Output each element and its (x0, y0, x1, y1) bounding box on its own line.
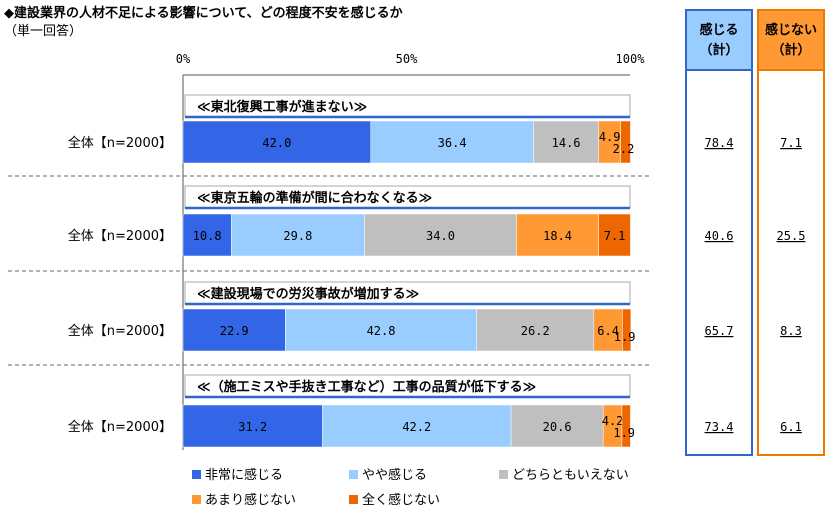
summary-value: 65.7 (705, 324, 734, 338)
legend-label: どちらともいえない (512, 468, 629, 483)
x-tick-label: 100% (616, 52, 646, 66)
data-label: 4.2 (602, 414, 624, 428)
data-label: 34.0 (426, 229, 455, 243)
legend-swatch (192, 470, 201, 479)
summary-column-box (757, 69, 825, 456)
summary-heading: 感じない (765, 22, 817, 38)
legend-swatch (349, 470, 358, 479)
bar-segment (622, 308, 632, 352)
data-label: 31.2 (238, 420, 267, 434)
category-label: ≪東京五輪の準備が間に合わなくなる≫ (197, 190, 432, 206)
summary-value: 7.1 (780, 136, 802, 150)
summary-value: 8.3 (780, 324, 802, 338)
data-label: 42.8 (367, 324, 396, 338)
data-label: 1.9 (614, 330, 636, 344)
category-label: ≪建設現場での労災事故が増加する≫ (197, 286, 419, 302)
data-label: 26.2 (521, 324, 550, 338)
chart-title: ◆建設業界の人材不足による影響について、どの程度不安を感じるか (4, 6, 403, 21)
row-label: 全体【n=2000】 (68, 135, 172, 151)
bar-segment (182, 120, 371, 164)
bar-segment (231, 213, 365, 257)
data-label: 1.9 (613, 426, 635, 440)
data-label: 22.9 (220, 324, 249, 338)
summary-header-box (685, 9, 753, 71)
category-label: ≪（施工ミスや手抜き工事など）工事の品質が低下する≫ (197, 379, 536, 395)
bar-segment (182, 213, 232, 257)
data-label: 36.4 (438, 136, 467, 150)
row-label: 全体【n=2000】 (68, 419, 172, 435)
bar-segment (322, 404, 512, 448)
data-label: 18.4 (543, 229, 572, 243)
summary-heading: 感じる (699, 22, 738, 38)
data-label: 10.8 (193, 229, 222, 243)
bar-segment (182, 404, 323, 448)
legend-label: 非常に感じる (205, 467, 283, 483)
bar-segment (182, 308, 286, 352)
bar-segment (510, 404, 604, 448)
bar-segment (476, 308, 595, 352)
data-label: 2.2 (613, 142, 635, 156)
chart-subtitle: （単一回答） (4, 24, 83, 39)
data-label: 7.1 (604, 229, 626, 243)
summary-header-box (757, 9, 825, 71)
legend-swatch (499, 470, 508, 479)
data-label: 4.9 (599, 130, 621, 144)
summary-value: 25.5 (777, 229, 806, 243)
bar-segment (620, 120, 631, 164)
row-label: 全体【n=2000】 (68, 323, 172, 339)
x-tick-label: 50% (396, 52, 418, 66)
data-label: 14.6 (552, 136, 581, 150)
summary-heading-sub: （計） (699, 42, 738, 58)
summary-value: 40.6 (705, 229, 734, 243)
summary-value: 6.1 (780, 420, 802, 434)
legend-label: あまり感じない (205, 492, 296, 508)
category-label: ≪東北復興工事が進まない≫ (197, 99, 367, 115)
legend-label: やや感じる (362, 467, 427, 483)
bar-segment (370, 120, 534, 164)
summary-value: 78.4 (705, 136, 734, 150)
summary-value: 73.4 (705, 420, 734, 434)
bar-segment (516, 213, 599, 257)
data-label: 42.2 (402, 420, 431, 434)
legend-label: 全く感じない (362, 492, 440, 508)
data-label: 29.8 (283, 229, 312, 243)
bar-segment (598, 213, 631, 257)
summary-column-box (685, 69, 753, 456)
data-label: 6.4 (597, 324, 619, 338)
x-tick-label: 0% (176, 52, 191, 66)
row-label: 全体【n=2000】 (68, 228, 172, 244)
data-label: 20.6 (543, 420, 572, 434)
legend-swatch (349, 495, 358, 504)
bar-segment (621, 404, 631, 448)
summary-heading-sub: （計） (771, 42, 810, 58)
bar-segment (533, 120, 599, 164)
legend-swatch (192, 495, 201, 504)
data-label: 42.0 (262, 136, 291, 150)
